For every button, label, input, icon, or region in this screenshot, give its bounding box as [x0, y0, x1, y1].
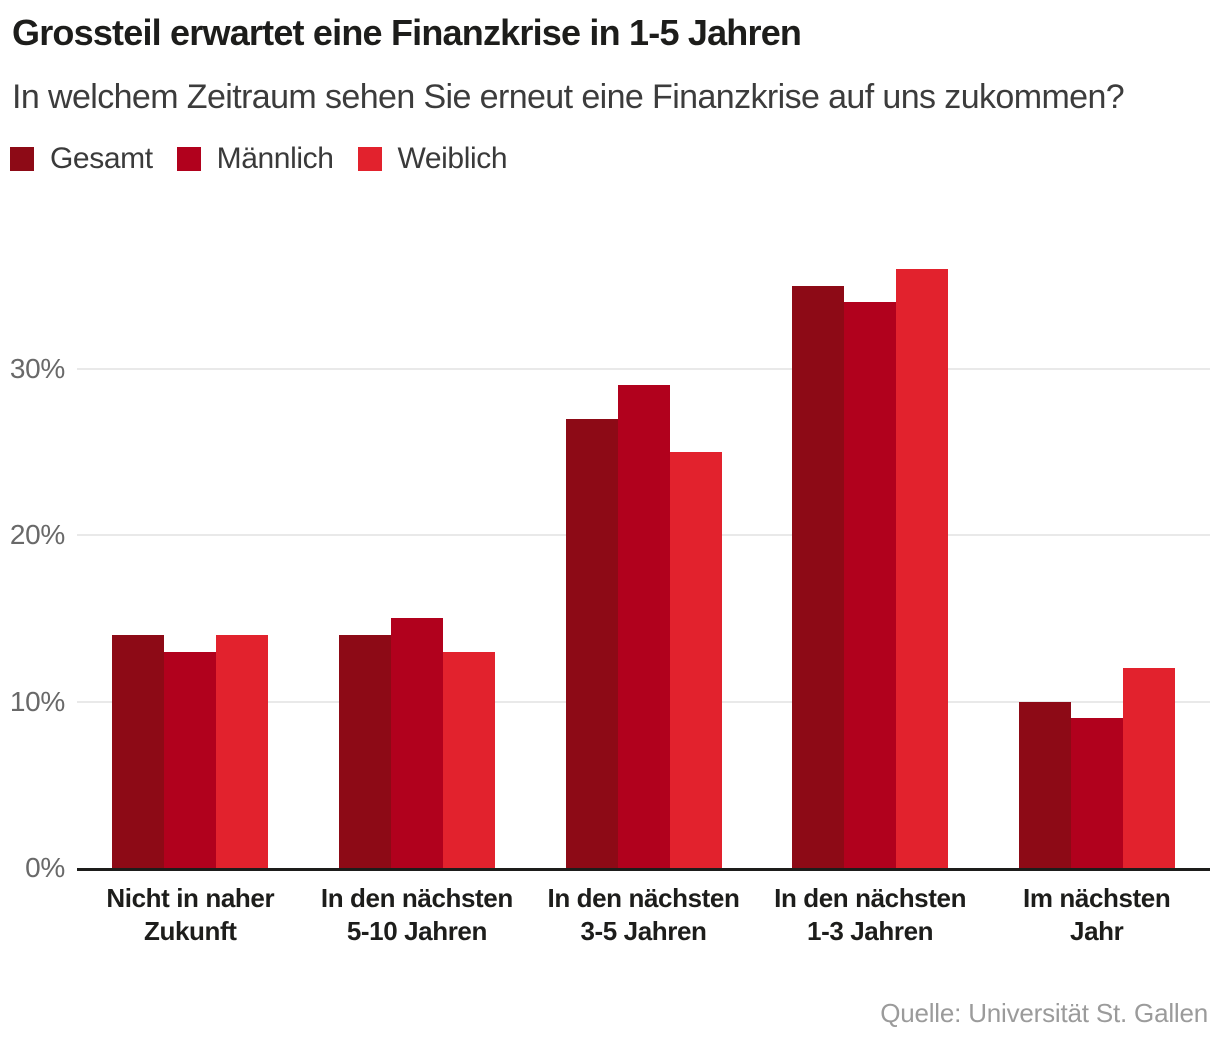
bar-männlich-group4: [1070, 718, 1123, 868]
bar-männlich-group0: [164, 651, 217, 868]
x-axis-tick-label: Nicht in naher Zukunft: [106, 883, 275, 946]
gridline-30: [77, 367, 1210, 370]
legend-swatch-icon: [10, 147, 34, 171]
x-axis-tick-label: In den nächsten 5-10 Jahren: [320, 883, 513, 946]
legend-swatch-icon: [357, 147, 382, 171]
x-axis-tick-label: In den nächsten 1-3 Jahren: [774, 883, 967, 946]
bar-weiblich-group4: [1122, 668, 1175, 868]
bar-weiblich-group3: [896, 268, 949, 868]
legend: Gesamt Männlich Weiblich: [10, 142, 508, 175]
legend-item-gesamt: Gesamt: [10, 143, 153, 175]
chart-subtitle: In welchem Zeitraum sehen Sie erneut ein…: [12, 78, 1125, 116]
bar-männlich-group3: [844, 302, 897, 868]
legend-item-weiblich: Weiblich: [357, 142, 508, 175]
y-axis-tick-label: 0%: [25, 852, 65, 883]
legend-label: Gesamt: [50, 142, 153, 175]
legend-label: Weiblich: [397, 142, 508, 175]
legend-item-männlich: Männlich: [176, 142, 334, 175]
legend-swatch-icon: [176, 147, 201, 171]
y-axis-tick-label: 20%: [9, 519, 65, 551]
bar-weiblich-group0: [216, 635, 269, 868]
x-axis-tick-label: Im nächsten Jahr: [1023, 883, 1171, 946]
y-axis-tick-label: 30%: [9, 352, 65, 384]
bar-gesamt-group3: [792, 285, 845, 868]
x-axis-tick-label: In den nächsten 3-5 Jahren: [547, 883, 740, 946]
x-axis-line: [77, 868, 1210, 871]
bar-gesamt-group1: [338, 635, 391, 868]
bar-männlich-group2: [617, 385, 670, 868]
chart-title: Grossteil erwartet eine Finanzkrise in 1…: [12, 12, 802, 53]
source-credit: Quelle: Universität St. Gallen: [880, 998, 1208, 1028]
bar-gesamt-group4: [1018, 701, 1071, 868]
bar-weiblich-group1: [442, 651, 495, 868]
y-axis-tick-label: 10%: [9, 685, 65, 717]
bar-weiblich-group2: [669, 452, 722, 868]
bar-gesamt-group2: [565, 418, 618, 868]
bar-männlich-group1: [390, 618, 443, 868]
bar-gesamt-group0: [112, 635, 165, 868]
legend-label: Männlich: [216, 142, 334, 175]
